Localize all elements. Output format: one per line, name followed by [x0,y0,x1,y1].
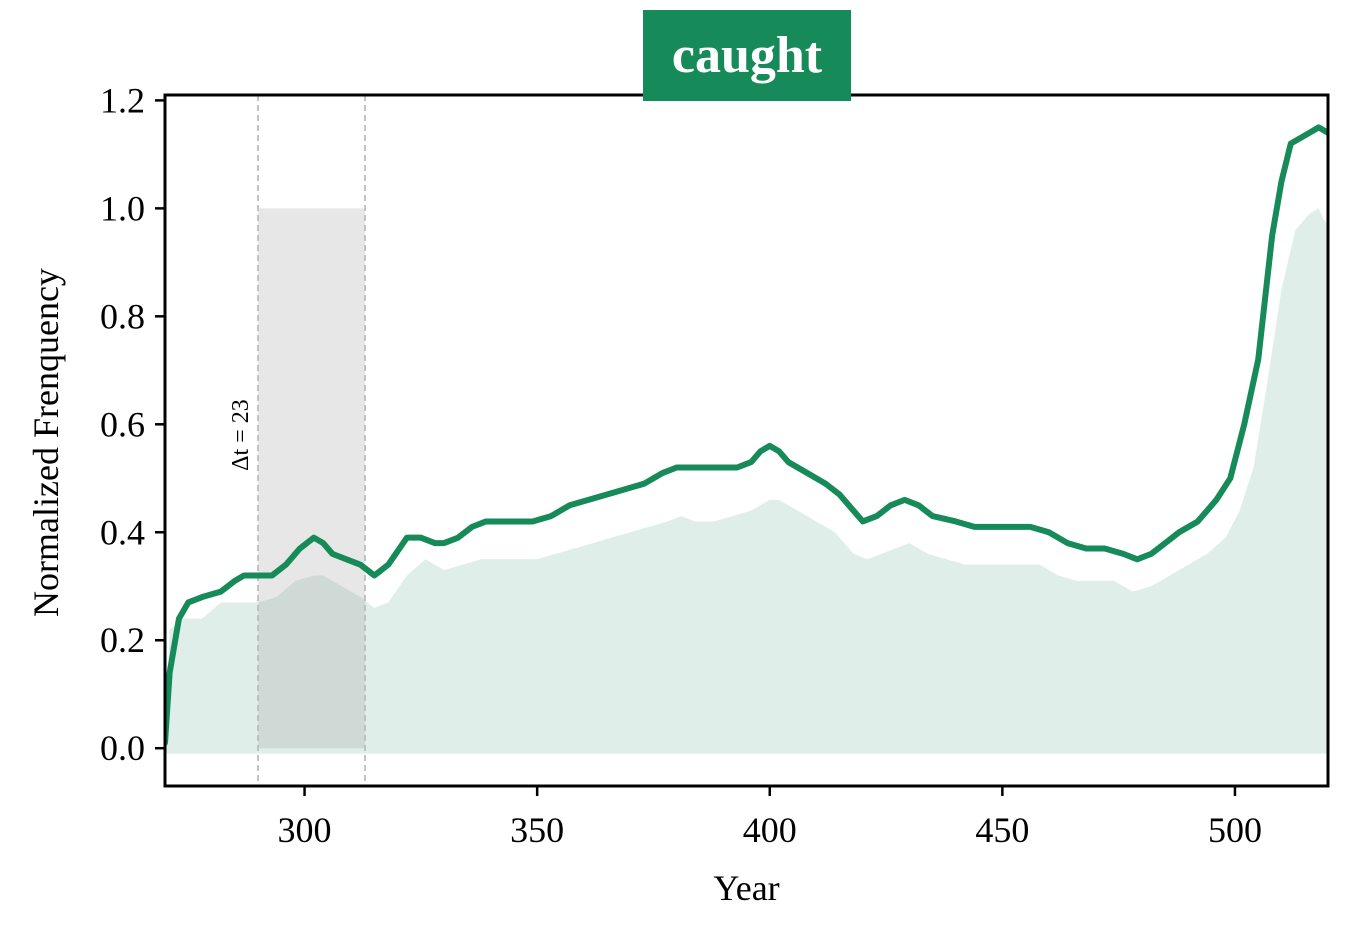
y-tick-label: 1.0 [100,188,145,228]
y-axis-label: Normalized Frenquency [26,268,66,617]
y-tick-label: 0.8 [100,296,145,336]
x-tick-label: 500 [1208,810,1262,850]
chart-title: caught [671,27,823,84]
y-tick-label: 0.6 [100,404,145,444]
x-tick-label: 300 [278,810,332,850]
series-area-fill [165,208,1328,754]
x-tick-label: 350 [510,810,564,850]
highlight-window-rect [258,208,366,749]
x-tick-label: 400 [743,810,797,850]
y-tick-label: 0.2 [100,620,145,660]
x-tick-label: 450 [975,810,1029,850]
series-line [165,124,1328,746]
highlight-window-label: Δt = 23 [228,399,254,471]
y-tick-label: 1.2 [100,80,145,120]
y-tick-label: 0.0 [100,728,145,768]
y-tick-label: 0.4 [100,512,145,552]
x-axis-label: Year [713,868,779,908]
chart-title-badge: caught [643,10,851,101]
